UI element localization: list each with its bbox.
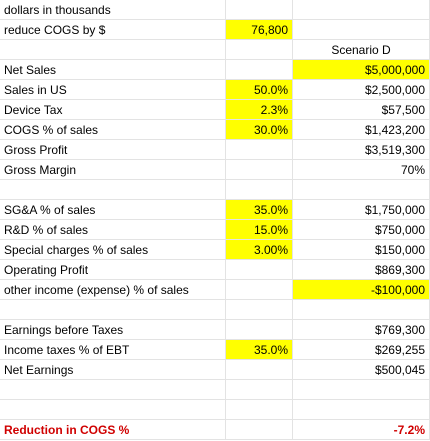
row-blank [0,380,430,400]
scenario-header[interactable]: Scenario D [293,40,430,60]
empty-cell[interactable] [0,180,226,200]
empty-cell[interactable] [226,140,293,160]
operating-profit-label[interactable]: Operating Profit [0,260,226,280]
empty-cell[interactable] [226,360,293,380]
empty-cell[interactable] [226,40,293,60]
row-sga: SG&A % of sales 35.0% $1,750,000 [0,200,430,220]
row-other-income: other income (expense) % of sales -$100,… [0,280,430,300]
rnd-value[interactable]: $750,000 [293,220,430,240]
reduce-cogs-input[interactable]: 76,800 [226,20,293,40]
other-income-label[interactable]: other income (expense) % of sales [0,280,226,300]
row-special-charges: Special charges % of sales 3.00% $150,00… [0,240,430,260]
other-income-value[interactable]: -$100,000 [293,280,430,300]
income-tax-label[interactable]: Income taxes % of EBT [0,340,226,360]
units-label[interactable]: dollars in thousands [0,0,226,20]
row-reduction: Reduction in COGS % -7.2% [0,420,430,440]
row-units: dollars in thousands [0,0,430,20]
empty-cell[interactable] [226,320,293,340]
sga-input[interactable]: 35.0% [226,200,293,220]
empty-cell[interactable] [226,280,293,300]
rnd-input[interactable]: 15.0% [226,220,293,240]
row-net-sales: Net Sales $5,000,000 [0,60,430,80]
row-gross-margin: Gross Margin 70% [0,160,430,180]
empty-cell[interactable] [226,260,293,280]
row-blank [0,300,430,320]
device-tax-value[interactable]: $57,500 [293,100,430,120]
sales-us-input[interactable]: 50.0% [226,80,293,100]
empty-cell[interactable] [293,400,430,420]
gross-profit-value[interactable]: $3,519,300 [293,140,430,160]
empty-cell[interactable] [226,160,293,180]
net-earnings-value[interactable]: $500,045 [293,360,430,380]
empty-cell[interactable] [0,40,226,60]
operating-profit-value[interactable]: $869,300 [293,260,430,280]
gross-profit-label[interactable]: Gross Profit [0,140,226,160]
empty-cell[interactable] [226,300,293,320]
sga-value[interactable]: $1,750,000 [293,200,430,220]
empty-cell[interactable] [226,180,293,200]
income-tax-value[interactable]: $269,255 [293,340,430,360]
sales-us-label[interactable]: Sales in US [0,80,226,100]
row-ebt: Earnings before Taxes $769,300 [0,320,430,340]
row-sales-us: Sales in US 50.0% $2,500,000 [0,80,430,100]
row-device-tax: Device Tax 2.3% $57,500 [0,100,430,120]
gross-margin-label[interactable]: Gross Margin [0,160,226,180]
row-cogs: COGS % of sales 30.0% $1,423,200 [0,120,430,140]
reduction-value[interactable]: -7.2% [293,420,430,440]
empty-cell[interactable] [226,380,293,400]
special-charges-value[interactable]: $150,000 [293,240,430,260]
row-reduce-cogs: reduce COGS by $ 76,800 [0,20,430,40]
income-tax-input[interactable]: 35.0% [226,340,293,360]
row-rnd: R&D % of sales 15.0% $750,000 [0,220,430,240]
reduction-label[interactable]: Reduction in COGS % [0,420,226,440]
empty-cell[interactable] [293,20,430,40]
reduce-cogs-label[interactable]: reduce COGS by $ [0,20,226,40]
sales-us-value[interactable]: $2,500,000 [293,80,430,100]
empty-cell[interactable] [0,400,226,420]
cogs-label[interactable]: COGS % of sales [0,120,226,140]
empty-cell[interactable] [0,380,226,400]
device-tax-label[interactable]: Device Tax [0,100,226,120]
empty-cell[interactable] [226,0,293,20]
row-blank [0,180,430,200]
empty-cell[interactable] [293,300,430,320]
sga-label[interactable]: SG&A % of sales [0,200,226,220]
empty-cell[interactable] [293,180,430,200]
row-operating-profit: Operating Profit $869,300 [0,260,430,280]
net-sales-value[interactable]: $5,000,000 [293,60,430,80]
net-sales-label[interactable]: Net Sales [0,60,226,80]
empty-cell[interactable] [293,380,430,400]
empty-cell[interactable] [226,60,293,80]
row-scenario-header: Scenario D [0,40,430,60]
row-net-earnings: Net Earnings $500,045 [0,360,430,380]
gross-margin-value[interactable]: 70% [293,160,430,180]
empty-cell[interactable] [0,300,226,320]
special-charges-label[interactable]: Special charges % of sales [0,240,226,260]
device-tax-input[interactable]: 2.3% [226,100,293,120]
row-income-tax: Income taxes % of EBT 35.0% $269,255 [0,340,430,360]
empty-cell[interactable] [293,0,430,20]
empty-cell[interactable] [226,400,293,420]
net-earnings-label[interactable]: Net Earnings [0,360,226,380]
special-charges-input[interactable]: 3.00% [226,240,293,260]
cogs-input[interactable]: 30.0% [226,120,293,140]
rnd-label[interactable]: R&D % of sales [0,220,226,240]
ebt-label[interactable]: Earnings before Taxes [0,320,226,340]
ebt-value[interactable]: $769,300 [293,320,430,340]
empty-cell[interactable] [226,420,293,440]
row-blank [0,400,430,420]
cogs-value[interactable]: $1,423,200 [293,120,430,140]
row-gross-profit: Gross Profit $3,519,300 [0,140,430,160]
